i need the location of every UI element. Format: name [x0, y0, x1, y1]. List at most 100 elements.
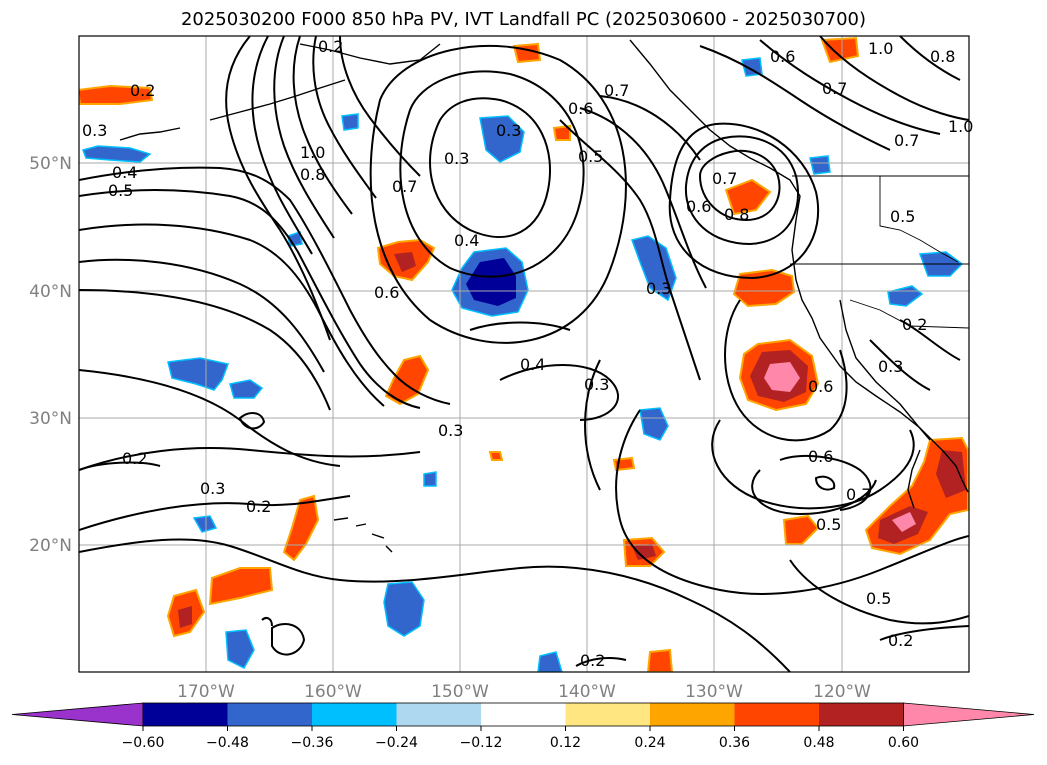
map-title: 2025030200 F000 850 hPa PV, IVT Landfall… — [180, 9, 867, 30]
shade-negative — [639, 407, 669, 441]
latitude-labels: 50°N 40°N 30°N 20°N — [29, 154, 72, 556]
colorbar-extend-low — [11, 702, 144, 727]
colorbar-segments — [11, 702, 1035, 727]
colorbar-tick-label: 0.60 — [888, 735, 919, 751]
contour-label: 0.2 — [318, 37, 343, 56]
plot-frame — [78, 35, 970, 673]
shade-positive-peak — [764, 362, 800, 392]
shade-positive — [208, 567, 274, 606]
contour-label: 0.6 — [808, 447, 833, 466]
shade-negative — [229, 379, 264, 399]
contour-label: 0.7 — [604, 81, 629, 100]
contour-label: 0.7 — [712, 169, 737, 188]
contour-label: 0.2 — [888, 631, 913, 650]
contour-label: 0.5 — [108, 181, 133, 200]
shade-positive — [282, 494, 320, 562]
contour-label: 0.3 — [584, 375, 609, 394]
contour-label: 0.7 — [846, 485, 871, 504]
shade-positive — [820, 36, 860, 64]
lon-label: 160°W — [304, 682, 362, 702]
shade-positive — [732, 268, 796, 308]
shade-positive-peak — [892, 512, 916, 532]
colorbar-tick-label: 0.24 — [634, 735, 665, 751]
contour-label: 0.2 — [580, 651, 605, 670]
shade-negative — [225, 629, 255, 669]
lon-label: 120°W — [813, 682, 871, 702]
shade-negative — [341, 113, 359, 131]
colorbar-tick-label: −0.12 — [460, 735, 503, 751]
contour-label: 0.3 — [878, 357, 903, 376]
contour-label: 0.3 — [82, 121, 107, 140]
colorbar-tick-label: −0.24 — [375, 735, 418, 751]
shade-positive — [79, 84, 154, 105]
lat-label: 30°N — [29, 409, 72, 429]
shade-negative — [167, 357, 230, 391]
colorbar: −0.60 −0.48 −0.36 −0.24 −0.12 0.12 0.24 0.36 0.4… — [11, 702, 1035, 751]
colorbar-frame — [142, 702, 904, 727]
contour-label: 0.5 — [578, 147, 603, 166]
shade-positive-core — [936, 450, 966, 498]
contour-label: 0.4 — [112, 163, 137, 182]
shade-positive — [646, 648, 674, 672]
lon-label: 170°W — [177, 682, 235, 702]
contour-label: 0.7 — [392, 177, 417, 196]
shade-positive — [782, 514, 820, 545]
contour-label: 0.6 — [808, 377, 833, 396]
shade-negative — [192, 515, 218, 533]
contour-label: 0.5 — [866, 589, 891, 608]
contour-label: 0.7 — [894, 131, 919, 150]
contour-label: 0.2 — [122, 449, 147, 468]
colorbar-segment — [396, 703, 482, 726]
shade-positive-core — [632, 544, 656, 560]
colorbar-segment — [734, 703, 820, 726]
contour-label: 0.3 — [438, 421, 463, 440]
contour-label: 0.4 — [454, 231, 479, 250]
colorbar-segment — [227, 703, 313, 726]
contour-label: 1.0 — [948, 117, 973, 136]
colorbar-segment — [143, 703, 228, 726]
shade-negative — [383, 581, 425, 637]
colorbar-tick-label: −0.60 — [122, 735, 165, 751]
colorbar-tick-label: −0.48 — [206, 735, 249, 751]
contour-label: 0.8 — [724, 205, 749, 224]
shade-negative — [423, 471, 437, 487]
shade-positive-core — [178, 606, 192, 628]
contour-label: 0.5 — [816, 515, 841, 534]
contour-label: 0.4 — [520, 355, 545, 374]
colorbar-tick-label: −0.36 — [291, 735, 334, 751]
contour-label: 0.2 — [246, 497, 271, 516]
shade-negative-core — [466, 258, 516, 306]
contour-label: 0.8 — [930, 47, 955, 66]
contour-label: 1.0 — [868, 39, 893, 58]
colorbar-extend-high — [903, 702, 1035, 727]
lat-label: 50°N — [29, 154, 72, 174]
contour-label: 0.8 — [300, 165, 325, 184]
colorbar-segment — [312, 703, 397, 726]
colorbar-tick-label: 0.36 — [719, 735, 750, 751]
pv-contours — [79, 36, 969, 672]
contour-label: 0.2 — [130, 81, 155, 100]
colorbar-tick-label: 0.48 — [803, 735, 834, 751]
colorbar-segment — [565, 703, 651, 726]
lat-label: 20°N — [29, 536, 72, 556]
shade-positive — [552, 124, 571, 141]
contour-label: 1.0 — [300, 143, 325, 162]
coastlines — [119, 39, 969, 553]
colorbar-segment — [650, 703, 735, 726]
shade-negative — [887, 285, 924, 307]
contour-label: 0.3 — [444, 149, 469, 168]
shade-positive — [724, 178, 772, 216]
contour-labels: 1.0 0.8 0.7 0.6 0.5 0.4 0.3 0.2 0.2 0.3 … — [82, 37, 973, 670]
colorbar-ticks: −0.60 −0.48 −0.36 −0.24 −0.12 0.12 0.24 0.36 0.4… — [122, 726, 919, 751]
contour-label: 0.6 — [770, 47, 795, 66]
shade-negative — [631, 235, 677, 302]
contour-label: 0.7 — [822, 79, 847, 98]
shade-positive-core — [394, 252, 416, 272]
lon-label: 130°W — [685, 682, 743, 702]
contour-label: 0.3 — [200, 479, 225, 498]
contour-label: 0.6 — [374, 283, 399, 302]
lat-label: 40°N — [29, 282, 72, 302]
political-borders — [790, 175, 969, 329]
lon-label: 150°W — [431, 682, 489, 702]
